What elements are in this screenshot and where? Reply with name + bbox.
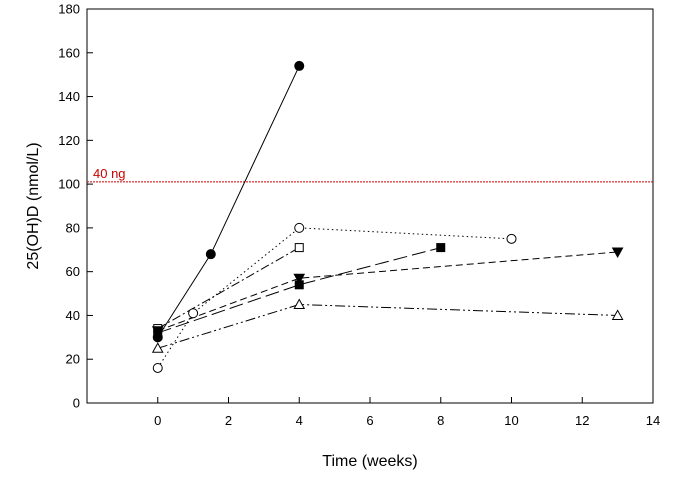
data-point	[188, 308, 199, 319]
y-axis-ticks: 0 20 40 60 80 100 120 140 160 180	[58, 2, 93, 411]
series-line-3	[157, 247, 300, 330]
data-point	[293, 298, 306, 309]
data-point	[611, 247, 624, 258]
data-point	[205, 249, 216, 260]
x-tick-label: 4	[296, 413, 303, 428]
series-lines	[157, 65, 618, 369]
data-point	[294, 222, 305, 233]
x-tick-label: 2	[225, 413, 232, 428]
x-axis-title: Time (weeks)	[322, 453, 417, 470]
data-point	[151, 326, 164, 337]
data-point	[151, 342, 164, 353]
y-tick-label: 160	[58, 45, 80, 60]
data-point	[436, 243, 446, 253]
data-point	[294, 243, 304, 253]
data-point	[294, 60, 305, 71]
data-point	[611, 309, 624, 320]
y-tick-label: 0	[73, 396, 80, 411]
y-tick-label: 40	[66, 308, 80, 323]
x-tick-label: 10	[504, 413, 518, 428]
y-tick-label: 20	[66, 352, 80, 367]
x-tick-label: 14	[646, 413, 660, 428]
x-tick-label: 0	[154, 413, 161, 428]
y-tick-label: 60	[66, 264, 80, 279]
series-line-6	[157, 303, 618, 349]
y-tick-label: 100	[58, 177, 80, 192]
x-tick-label: 12	[575, 413, 589, 428]
data-point	[293, 273, 306, 285]
y-axis-title: 25(OH)D (nmol/L)	[25, 142, 42, 269]
series-line-5	[157, 251, 618, 332]
series-line-2	[157, 227, 512, 369]
y-tick-label: 180	[58, 2, 80, 17]
data-point	[506, 233, 517, 244]
series-line-1	[157, 65, 300, 338]
x-axis-ticks: 0 2 4 6 8 10 12 14	[154, 397, 660, 428]
data-point	[152, 362, 163, 373]
y-tick-label: 140	[58, 89, 80, 104]
reference-line-label: 40 ng	[93, 166, 126, 181]
series-line-4	[157, 247, 441, 334]
x-tick-label: 6	[366, 413, 373, 428]
y-tick-label: 80	[66, 220, 80, 235]
series-markers	[151, 60, 624, 373]
y-tick-label: 120	[58, 133, 80, 148]
x-tick-label: 8	[437, 413, 444, 428]
